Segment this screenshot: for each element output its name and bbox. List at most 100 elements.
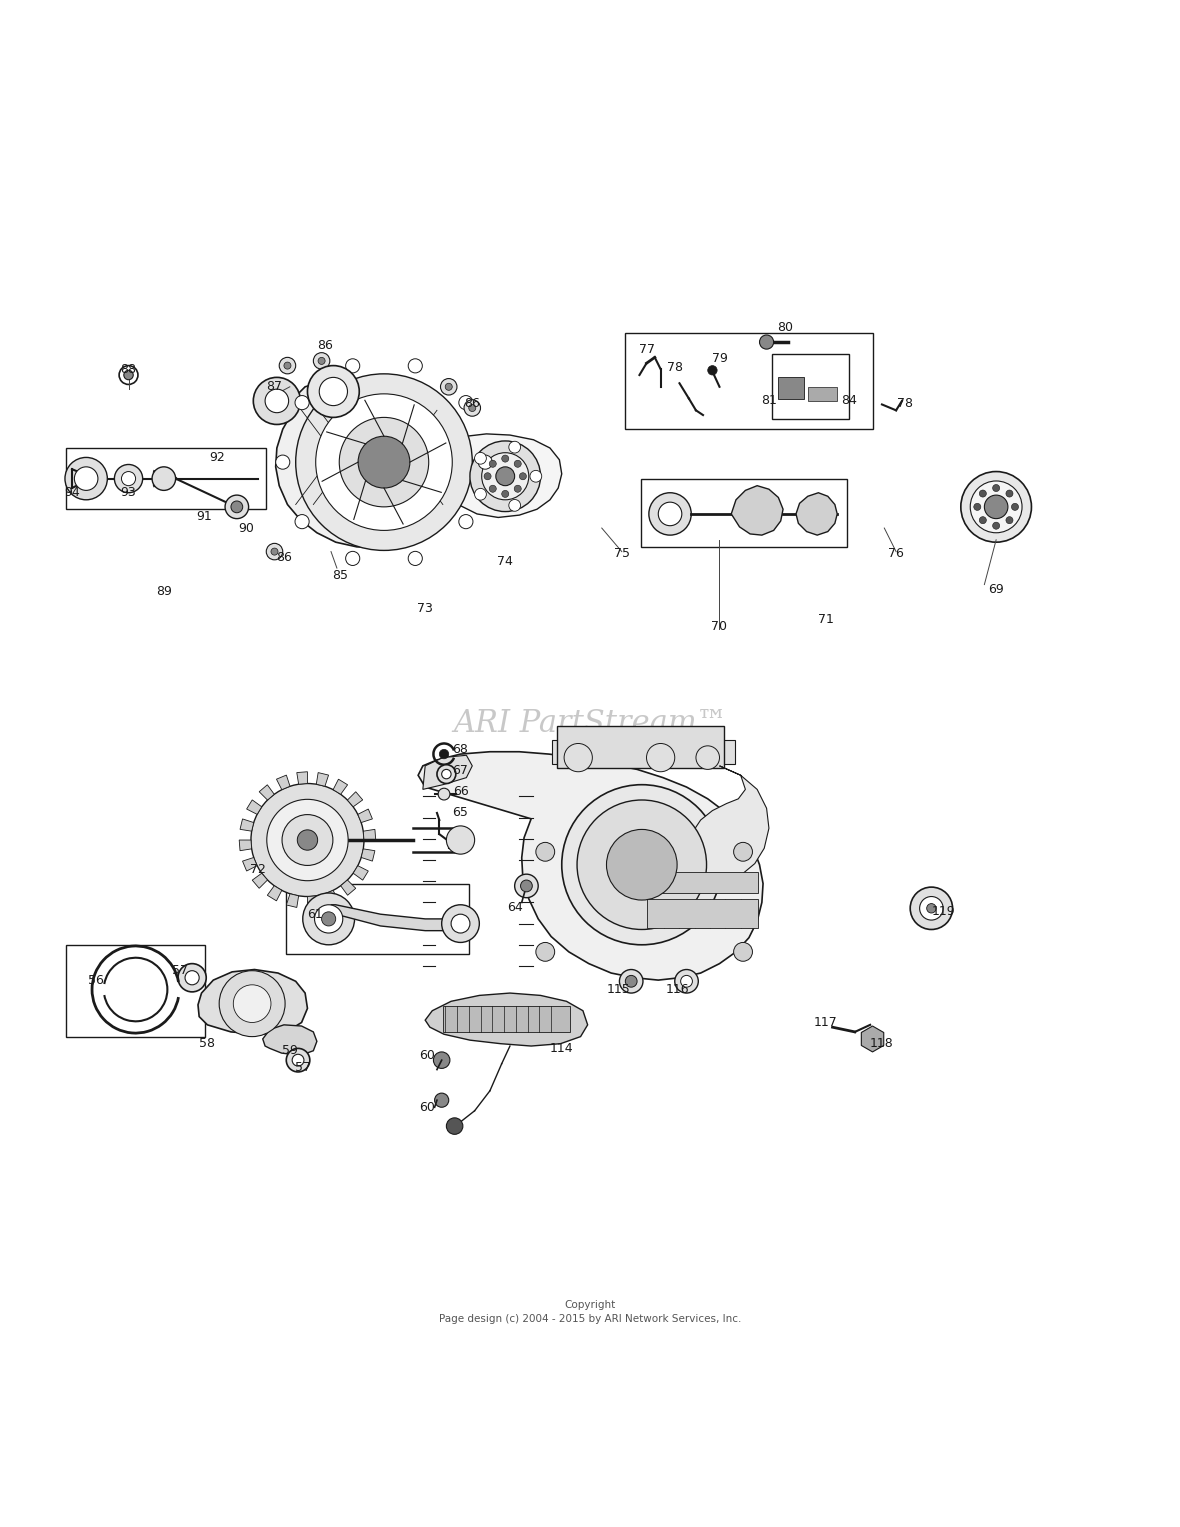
Circle shape bbox=[1005, 516, 1012, 524]
Circle shape bbox=[152, 467, 176, 490]
Circle shape bbox=[293, 1054, 304, 1066]
Circle shape bbox=[481, 452, 529, 499]
Circle shape bbox=[441, 770, 451, 779]
Circle shape bbox=[124, 371, 133, 380]
Circle shape bbox=[266, 389, 289, 412]
Text: 93: 93 bbox=[120, 486, 137, 499]
Circle shape bbox=[119, 365, 138, 385]
Bar bbox=[552, 741, 735, 764]
Circle shape bbox=[314, 353, 330, 370]
Circle shape bbox=[468, 405, 476, 411]
Text: 118: 118 bbox=[870, 1037, 893, 1051]
Text: 116: 116 bbox=[666, 983, 689, 996]
Text: 86: 86 bbox=[465, 397, 480, 409]
Circle shape bbox=[564, 744, 592, 771]
Circle shape bbox=[464, 400, 480, 417]
Circle shape bbox=[320, 377, 347, 406]
Polygon shape bbox=[358, 809, 373, 823]
Circle shape bbox=[296, 374, 472, 550]
Text: 60: 60 bbox=[420, 1049, 435, 1061]
Circle shape bbox=[926, 904, 936, 913]
Circle shape bbox=[451, 915, 470, 933]
Polygon shape bbox=[276, 776, 290, 789]
Polygon shape bbox=[240, 818, 254, 831]
Text: 70: 70 bbox=[712, 620, 728, 634]
Text: 115: 115 bbox=[607, 983, 630, 996]
Circle shape bbox=[441, 906, 479, 942]
Bar bbox=[647, 872, 759, 893]
Circle shape bbox=[530, 470, 542, 483]
Circle shape bbox=[122, 472, 136, 486]
Bar bbox=[808, 386, 838, 402]
Circle shape bbox=[519, 473, 526, 479]
Circle shape bbox=[114, 464, 143, 493]
Text: 68: 68 bbox=[453, 742, 468, 756]
Circle shape bbox=[185, 971, 199, 985]
Circle shape bbox=[536, 942, 555, 962]
Bar bbox=[557, 725, 725, 768]
Polygon shape bbox=[732, 486, 784, 534]
Circle shape bbox=[496, 467, 514, 486]
Polygon shape bbox=[308, 896, 319, 909]
Text: 56: 56 bbox=[87, 974, 104, 986]
Circle shape bbox=[734, 843, 753, 861]
Circle shape bbox=[577, 800, 707, 930]
Circle shape bbox=[440, 379, 457, 395]
Circle shape bbox=[562, 785, 722, 945]
Circle shape bbox=[509, 499, 520, 512]
Bar bbox=[66, 447, 267, 508]
Circle shape bbox=[675, 970, 699, 993]
Circle shape bbox=[1011, 504, 1018, 510]
Text: 91: 91 bbox=[196, 510, 211, 522]
Text: 88: 88 bbox=[120, 362, 137, 376]
Text: 58: 58 bbox=[199, 1037, 216, 1051]
Bar bbox=[641, 478, 846, 547]
Text: 86: 86 bbox=[317, 339, 333, 353]
Polygon shape bbox=[796, 493, 838, 534]
Text: 64: 64 bbox=[506, 901, 523, 913]
Polygon shape bbox=[418, 751, 763, 980]
Circle shape bbox=[65, 458, 107, 499]
Circle shape bbox=[297, 829, 317, 851]
Circle shape bbox=[961, 472, 1031, 542]
Circle shape bbox=[514, 460, 522, 467]
Circle shape bbox=[433, 1052, 450, 1069]
Circle shape bbox=[514, 486, 522, 492]
Circle shape bbox=[620, 970, 643, 993]
Circle shape bbox=[760, 334, 774, 350]
Polygon shape bbox=[361, 849, 375, 861]
Text: 73: 73 bbox=[418, 602, 433, 614]
Circle shape bbox=[484, 473, 491, 479]
Polygon shape bbox=[240, 840, 251, 851]
Polygon shape bbox=[316, 773, 328, 786]
Polygon shape bbox=[332, 906, 460, 930]
Polygon shape bbox=[425, 993, 588, 1046]
Circle shape bbox=[502, 490, 509, 498]
Polygon shape bbox=[324, 890, 339, 906]
Polygon shape bbox=[353, 866, 368, 880]
Circle shape bbox=[502, 455, 509, 463]
Bar bbox=[647, 899, 759, 928]
Circle shape bbox=[992, 484, 999, 492]
Circle shape bbox=[234, 985, 271, 1023]
Circle shape bbox=[861, 1028, 883, 1049]
Circle shape bbox=[974, 504, 981, 510]
Circle shape bbox=[231, 501, 243, 513]
Circle shape bbox=[446, 1118, 463, 1135]
Text: 57: 57 bbox=[295, 1061, 310, 1073]
Circle shape bbox=[315, 906, 342, 933]
Polygon shape bbox=[333, 779, 348, 794]
Text: 84: 84 bbox=[841, 394, 857, 408]
Text: 57: 57 bbox=[172, 964, 189, 977]
Circle shape bbox=[178, 964, 206, 993]
Text: Copyright: Copyright bbox=[564, 1299, 616, 1310]
Text: 87: 87 bbox=[267, 380, 282, 394]
Polygon shape bbox=[422, 756, 472, 789]
Circle shape bbox=[308, 365, 359, 417]
Circle shape bbox=[514, 873, 538, 898]
Bar bbox=[773, 354, 848, 418]
Circle shape bbox=[992, 522, 999, 530]
Circle shape bbox=[434, 1093, 448, 1107]
Text: 76: 76 bbox=[889, 548, 904, 560]
Circle shape bbox=[734, 942, 753, 962]
